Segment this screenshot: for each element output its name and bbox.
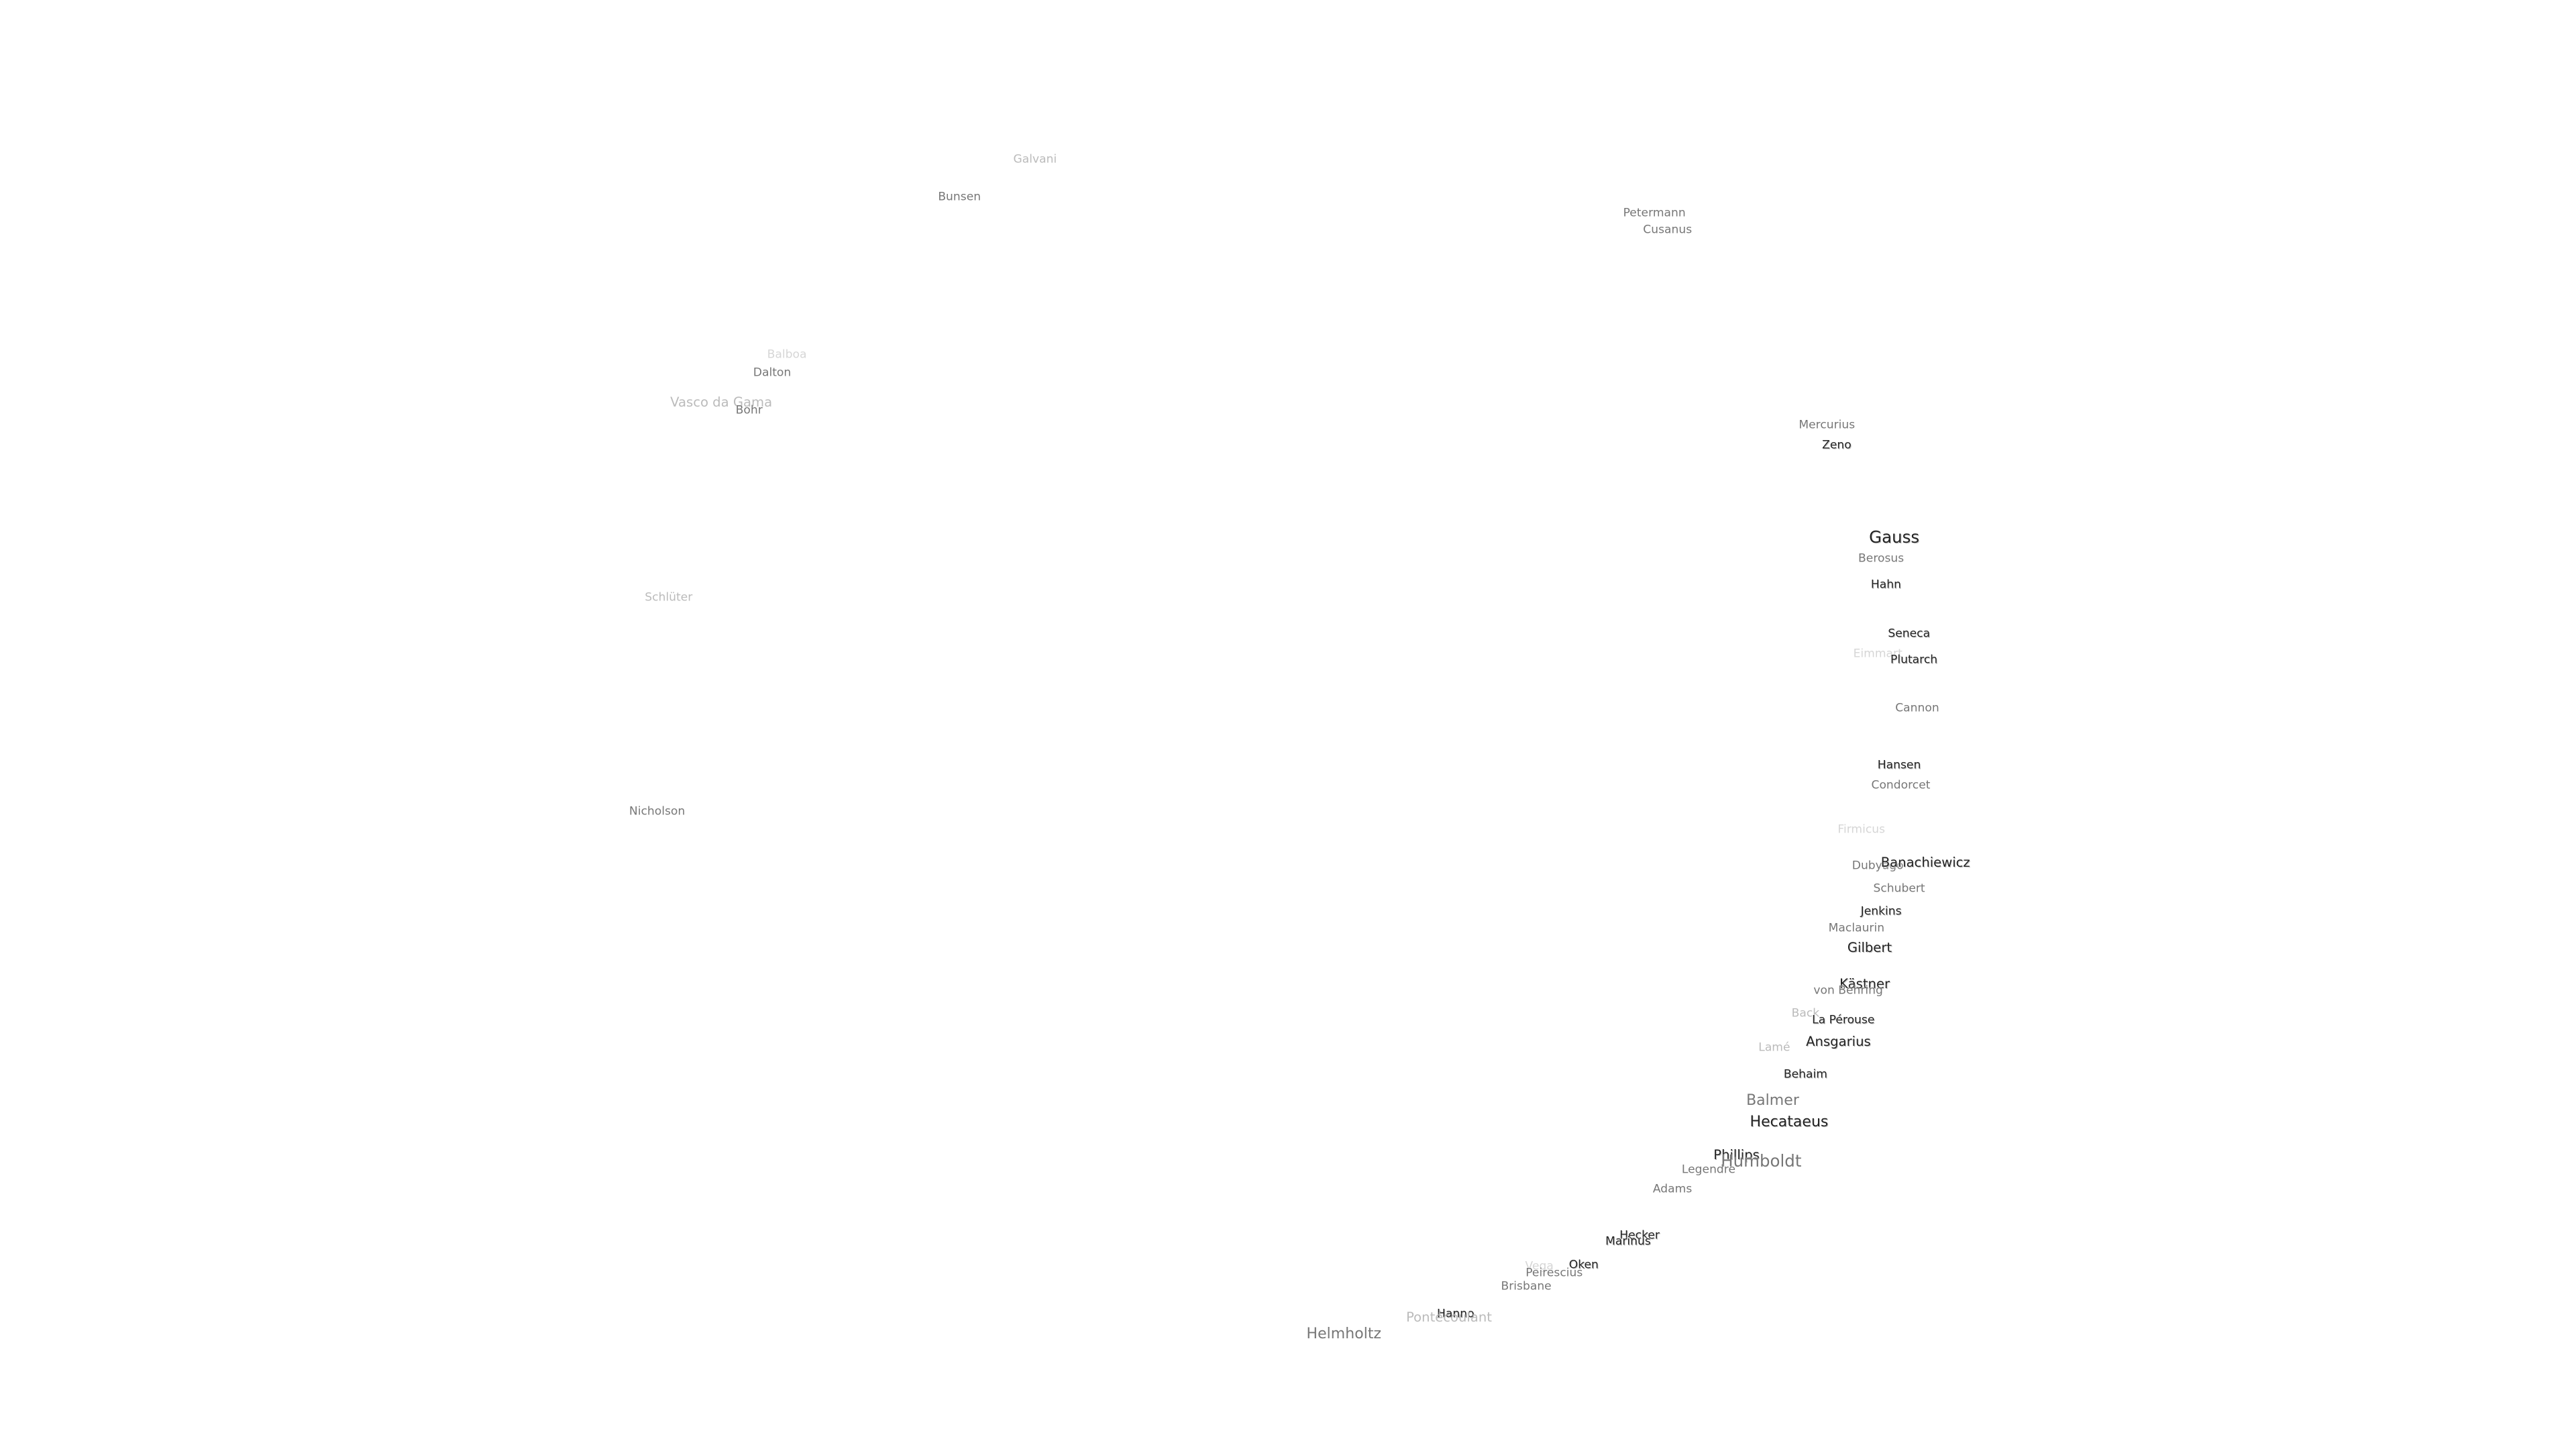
place-label: Back [1791,1006,1820,1020]
place-label: Hansen [1877,758,1921,772]
place-label: Brisbane [1501,1279,1552,1293]
place-label: Balmer [1746,1091,1799,1109]
place-label: Petermann [1623,206,1686,220]
place-label: Adams [1652,1182,1693,1196]
place-label: Legendre [1681,1163,1736,1177]
place-label: Helmholtz [1306,1325,1382,1342]
place-label: Ansgarius [1806,1033,1871,1049]
place-label: Eimmart [1853,647,1902,661]
place-label: Pontécoulant [1406,1309,1492,1326]
place-label: Bohr [735,403,763,417]
place-label: Nicholson [629,804,686,818]
place-label: Hecataeus [1750,1113,1829,1130]
place-label: Berosus [1858,551,1904,566]
place-label: Vega [1525,1259,1554,1273]
place-label: Humboldt [1721,1151,1802,1171]
place-label: Gauss [1869,527,1920,547]
place-label: Hecker [1619,1228,1660,1242]
place-label: Cannon [1895,700,1939,714]
place-label: Zeno [1822,438,1851,452]
place-label: Vasco da Gama [670,394,773,411]
place-label: Cusanus [1643,223,1693,237]
place-label: Behaim [1783,1067,1827,1081]
place-label: Peirescius [1525,1266,1583,1280]
place-label: Kästner [1839,976,1890,992]
place-label: Balboa [767,347,807,362]
place-label: Bunsen [938,190,981,204]
place-label: Galvani [1013,152,1057,166]
place-label: La Pérouse [1812,1013,1875,1027]
place-label: von Behring [1813,983,1883,998]
place-label: Schubert [1873,881,1925,896]
place-label: Oken [1568,1258,1599,1272]
place-label: Banachiewicz [1880,854,1970,870]
place-label: Gilbert [1847,940,1892,956]
place-label: Maclaurin [1828,921,1885,935]
place-label: Marinus [1605,1234,1651,1248]
place-label: Dalton [753,366,792,380]
place-label: Lamé [1758,1040,1790,1055]
place-label: Seneca [1888,627,1931,641]
place-label: Mercurius [1799,418,1856,432]
place-label: Condorcet [1871,778,1931,792]
place-label: Plutarch [1890,653,1938,667]
place-label: Hanno [1437,1307,1474,1321]
place-label: Jenkins [1860,904,1902,918]
place-label: Schlüter [645,590,693,604]
place-label: Firmicus [1837,822,1886,837]
place-label: Phillips [1713,1146,1760,1163]
place-label: Hahn [1870,578,1901,592]
place-label: Dubyago [1851,859,1904,873]
